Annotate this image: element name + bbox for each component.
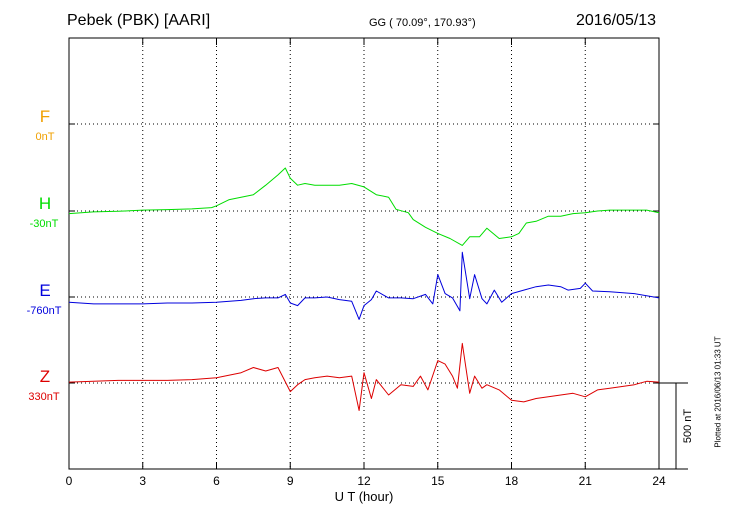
date-label: 2016/05/13 [576, 12, 657, 29]
series-line-e [68, 251, 660, 320]
x-tick-label: 24 [652, 474, 666, 488]
x-axis-label: U T (hour) [334, 489, 394, 504]
x-tick-label: 9 [286, 474, 294, 488]
x-tick-label: 0 [65, 474, 73, 488]
scale-bar-label: 500 nT [682, 408, 694, 444]
plotted-note: Plotted at 2016/06/13 01:33 UT [713, 336, 723, 448]
series-name-z: Z [39, 367, 51, 386]
series-line-h [68, 167, 660, 246]
x-tick-label: 3 [139, 474, 147, 488]
x-tick-label: 18 [504, 474, 519, 488]
x-tick-label: 12 [357, 474, 371, 488]
series-offset-z: 330nT [28, 391, 60, 403]
series-offset-h: -30nT [29, 218, 59, 230]
series-line-z [68, 342, 660, 411]
station-coords: GG ( 70.09°, 170.93°) [369, 17, 476, 29]
series-offset-f: 0nT [35, 131, 55, 143]
x-tick-label: 21 [578, 474, 592, 488]
series-offset-e: -760nT [26, 305, 62, 317]
grid-lines [69, 38, 659, 469]
x-tick-label: 6 [213, 474, 220, 488]
series-name-e: E [39, 281, 51, 300]
station-title: Pebek (PBK) [AARI] [67, 12, 211, 29]
axis-ticks [68, 38, 660, 469]
x-tick-label: 15 [431, 474, 445, 488]
series-name-f: F [39, 107, 51, 126]
scale-bar [659, 382, 688, 470]
series-lines [68, 167, 660, 411]
series-name-h: H [38, 194, 52, 213]
